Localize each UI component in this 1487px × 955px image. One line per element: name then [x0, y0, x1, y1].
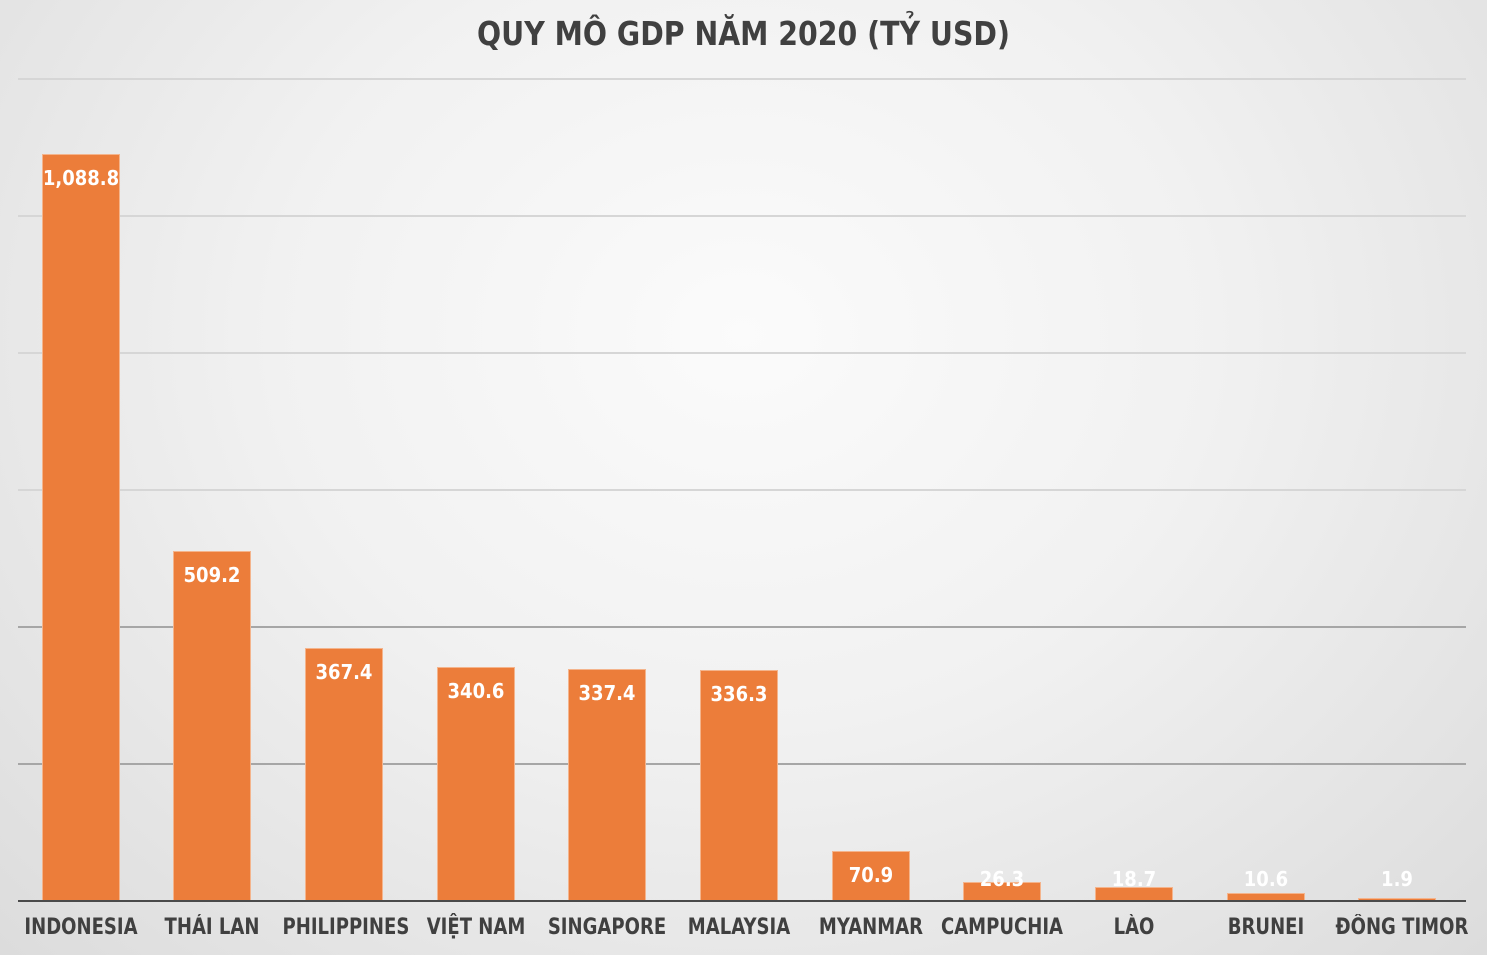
- category-label: CAMPUCHIA: [941, 915, 1064, 940]
- bar: [963, 882, 1042, 900]
- data-label: 509.2: [183, 563, 241, 588]
- gridline: [18, 78, 1466, 80]
- bar: [436, 666, 515, 900]
- data-label: 10.6: [1243, 867, 1288, 891]
- category-label: ĐÔNG TIMOR: [1335, 915, 1469, 940]
- chart-title: QUY MÔ GDP NĂM 2020 (TỶ USD): [477, 14, 1010, 53]
- category-label: BRUNEI: [1227, 915, 1304, 940]
- gridline: [18, 489, 1466, 491]
- data-label: 337.4: [578, 680, 636, 705]
- gridline: [18, 626, 1466, 628]
- bar: [568, 668, 647, 900]
- bar: [41, 154, 120, 900]
- gridline: [18, 352, 1466, 354]
- bar: [1358, 898, 1437, 900]
- data-label: 18.7: [1111, 867, 1157, 891]
- category-label: MALAYSIA: [687, 915, 791, 940]
- category-label: THÁI LAN: [164, 915, 260, 940]
- category-label: INDONESIA: [24, 915, 138, 940]
- category-label: VIỆT NAM: [426, 915, 526, 940]
- data-label: 70.9: [848, 863, 893, 888]
- data-label: 336.3: [710, 681, 768, 706]
- plot-area: 1,088.8 509.2 367.4 340.6 337.4 336.3 70.9 26.3…: [18, 78, 1466, 902]
- category-label: MYANMAR: [818, 915, 923, 940]
- category-label: PHILIPPINES: [282, 915, 410, 940]
- data-label: 340.6: [447, 678, 505, 703]
- bar: [305, 648, 384, 900]
- category-label: LÀO: [1113, 915, 1155, 940]
- bar: [1094, 887, 1173, 900]
- category-label: SINGAPORE: [548, 915, 667, 940]
- gridline: [18, 215, 1466, 217]
- bar: [173, 551, 252, 900]
- data-label: 1,088.8: [42, 166, 119, 191]
- x-axis-line: [18, 900, 1466, 902]
- data-label: 1.9: [1381, 867, 1414, 891]
- data-label: 367.4: [315, 660, 373, 685]
- bar: [700, 669, 778, 900]
- data-label: 26.3: [980, 867, 1025, 891]
- bar: [831, 851, 910, 900]
- bar: [1226, 892, 1305, 900]
